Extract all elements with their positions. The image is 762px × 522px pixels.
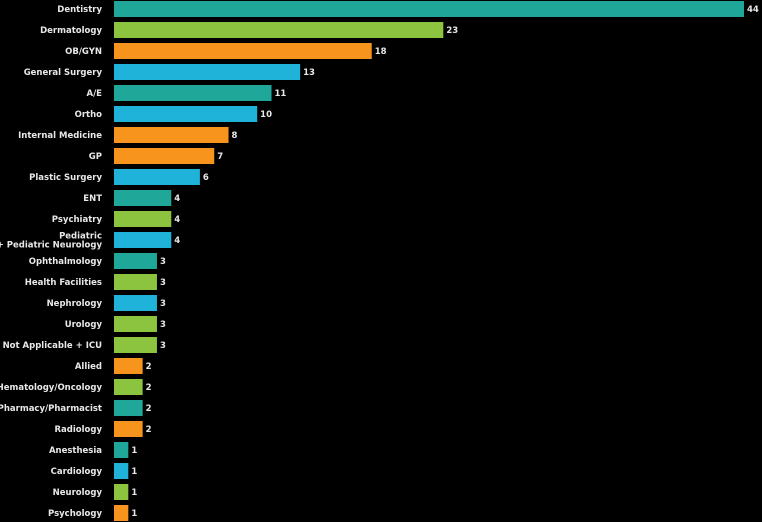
bar-2 bbox=[114, 43, 372, 59]
value-label-3: 13 bbox=[303, 68, 315, 78]
value-label-5: 10 bbox=[260, 110, 272, 120]
value-label-4: 11 bbox=[275, 89, 287, 99]
value-label-10: 4 bbox=[174, 215, 180, 225]
bar-13 bbox=[114, 274, 157, 290]
category-label-9: ENT bbox=[83, 194, 102, 204]
bar-11 bbox=[114, 232, 172, 248]
bar-20 bbox=[114, 421, 143, 437]
value-label-8: 6 bbox=[203, 173, 209, 183]
bar-19 bbox=[114, 400, 143, 416]
bar-8 bbox=[114, 169, 200, 185]
category-label-24: Psychology bbox=[48, 509, 102, 519]
value-label-14: 3 bbox=[160, 299, 166, 309]
bar-24 bbox=[114, 505, 129, 521]
value-label-18: 2 bbox=[146, 383, 152, 393]
category-label-15: Urology bbox=[65, 320, 103, 330]
value-label-23: 1 bbox=[131, 488, 137, 498]
category-label-21: Anesthesia bbox=[49, 446, 102, 456]
value-label-22: 1 bbox=[131, 467, 137, 477]
bar-22 bbox=[114, 463, 129, 479]
category-label-7: GP bbox=[89, 152, 102, 162]
value-label-9: 4 bbox=[174, 194, 180, 204]
category-label-0: Dentistry bbox=[57, 5, 102, 15]
bars-group bbox=[114, 1, 744, 521]
category-label-2: OB/GYN bbox=[65, 47, 102, 57]
value-label-21: 1 bbox=[131, 446, 137, 456]
bar-15 bbox=[114, 316, 157, 332]
category-label-17: Allied bbox=[75, 362, 102, 372]
bar-23 bbox=[114, 484, 129, 500]
value-label-15: 3 bbox=[160, 320, 166, 330]
category-label-4: A/E bbox=[87, 89, 103, 99]
value-label-19: 2 bbox=[146, 404, 152, 414]
category-label-3: General Surgery bbox=[24, 68, 103, 78]
bar-10 bbox=[114, 211, 172, 227]
category-labels-group: Dentistry Dermatology OB/GYN General Surger… bbox=[0, 5, 102, 519]
category-label-20: Radiology bbox=[55, 425, 103, 435]
category-label-1: Dermatology bbox=[40, 26, 102, 36]
category-label-16: Not Applicable + ICU bbox=[3, 341, 103, 351]
category-label-13: Health Facilities bbox=[25, 278, 102, 288]
bar-1 bbox=[114, 22, 444, 38]
bar-21 bbox=[114, 442, 129, 458]
value-label-13: 3 bbox=[160, 278, 166, 288]
category-label-12: Ophthalmology bbox=[29, 257, 103, 267]
value-label-1: 23 bbox=[446, 26, 458, 36]
category-label-11: Pediatric + Pediatric Neurology bbox=[0, 232, 102, 251]
bar-0 bbox=[114, 1, 744, 17]
category-label-23: Neurology bbox=[53, 488, 103, 498]
category-label-19: Pharmacy/Pharmacist bbox=[0, 404, 102, 414]
bar-3 bbox=[114, 64, 301, 80]
bar-18 bbox=[114, 379, 143, 395]
bar-9 bbox=[114, 190, 172, 206]
bar-6 bbox=[114, 127, 229, 143]
category-label-6: Internal Medicine bbox=[18, 131, 102, 141]
value-label-2: 18 bbox=[375, 47, 387, 57]
bar-12 bbox=[114, 253, 157, 269]
bar-7 bbox=[114, 148, 215, 164]
bar-14 bbox=[114, 295, 157, 311]
value-label-11: 4 bbox=[174, 236, 180, 246]
bar-16 bbox=[114, 337, 157, 353]
category-label-22: Cardiology bbox=[51, 467, 103, 477]
bar-5 bbox=[114, 106, 258, 122]
bar-4 bbox=[114, 85, 272, 101]
category-label-10: Psychiatry bbox=[52, 215, 103, 225]
value-label-12: 3 bbox=[160, 257, 166, 267]
value-label-7: 7 bbox=[217, 152, 223, 162]
value-label-6: 8 bbox=[232, 131, 238, 141]
category-label-5: Ortho bbox=[75, 110, 103, 120]
value-label-17: 2 bbox=[146, 362, 152, 372]
category-label-18: Hematology/Oncology bbox=[0, 383, 102, 393]
value-label-16: 3 bbox=[160, 341, 166, 351]
bar-17 bbox=[114, 358, 143, 374]
value-label-24: 1 bbox=[131, 509, 137, 519]
category-label-14: Nephrology bbox=[47, 299, 103, 309]
category-label-8: Plastic Surgery bbox=[29, 173, 102, 183]
value-label-0: 44 bbox=[747, 5, 759, 15]
value-label-20: 2 bbox=[146, 425, 152, 435]
